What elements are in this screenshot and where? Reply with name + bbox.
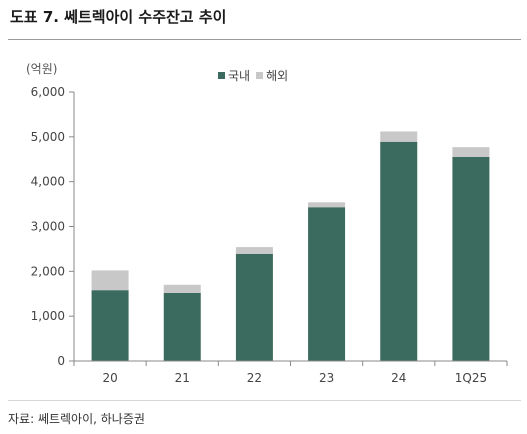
x-tick-label: 23 xyxy=(319,371,334,385)
bar-domestic xyxy=(235,253,273,361)
bar-domestic xyxy=(380,141,418,361)
legend-label-overseas: 해외 xyxy=(266,69,289,83)
y-tick-label: 3,000 xyxy=(31,220,65,234)
x-tick-label: 24 xyxy=(391,371,406,385)
y-tick-label: 1,000 xyxy=(31,309,65,323)
bar-overseas xyxy=(91,270,129,291)
legend-label-domestic: 국내 xyxy=(228,69,251,83)
bar-overseas xyxy=(235,247,273,254)
bar-domestic xyxy=(91,290,129,361)
y-tick-label: 5,000 xyxy=(31,130,65,144)
bar-overseas xyxy=(308,202,346,208)
legend-item-overseas: 해외 xyxy=(256,67,288,84)
bar-domestic xyxy=(452,157,490,361)
title-divider xyxy=(8,39,521,40)
bar-overseas xyxy=(163,284,201,293)
x-tick-label: 21 xyxy=(175,371,190,385)
source-divider xyxy=(8,400,521,401)
y-tick-label: 0 xyxy=(57,354,65,368)
x-tick-label: 20 xyxy=(102,371,117,385)
x-tick-label: 1Q25 xyxy=(455,371,487,385)
y-tick-label: 2,000 xyxy=(31,264,65,278)
figure-title: 도표 7. 쎄트렉아이 수주잔고 추이 xyxy=(10,8,227,26)
legend-swatch-overseas xyxy=(256,72,264,79)
legend-item-domestic: 국내 xyxy=(218,67,250,84)
y-tick-label: 4,000 xyxy=(31,175,65,189)
y-tick-label: 6,000 xyxy=(31,85,65,99)
bar-domestic xyxy=(308,207,346,361)
bar-overseas xyxy=(452,147,490,158)
legend-swatch-domestic xyxy=(218,72,225,79)
y-axis-unit-label: (억원) xyxy=(26,62,58,76)
source-note: 자료: 쎄트렉아이, 하나증권 xyxy=(8,412,145,426)
stacked-bar-chart: 0 1,000 2,000 3,000 4,000 5,000 6,000 20 21 22 23 2… xyxy=(31,85,508,385)
bar-domestic xyxy=(163,292,201,361)
chart-legend: 국내 해외 xyxy=(218,67,294,84)
bar-overseas xyxy=(380,131,418,142)
x-tick-label: 22 xyxy=(247,371,262,385)
